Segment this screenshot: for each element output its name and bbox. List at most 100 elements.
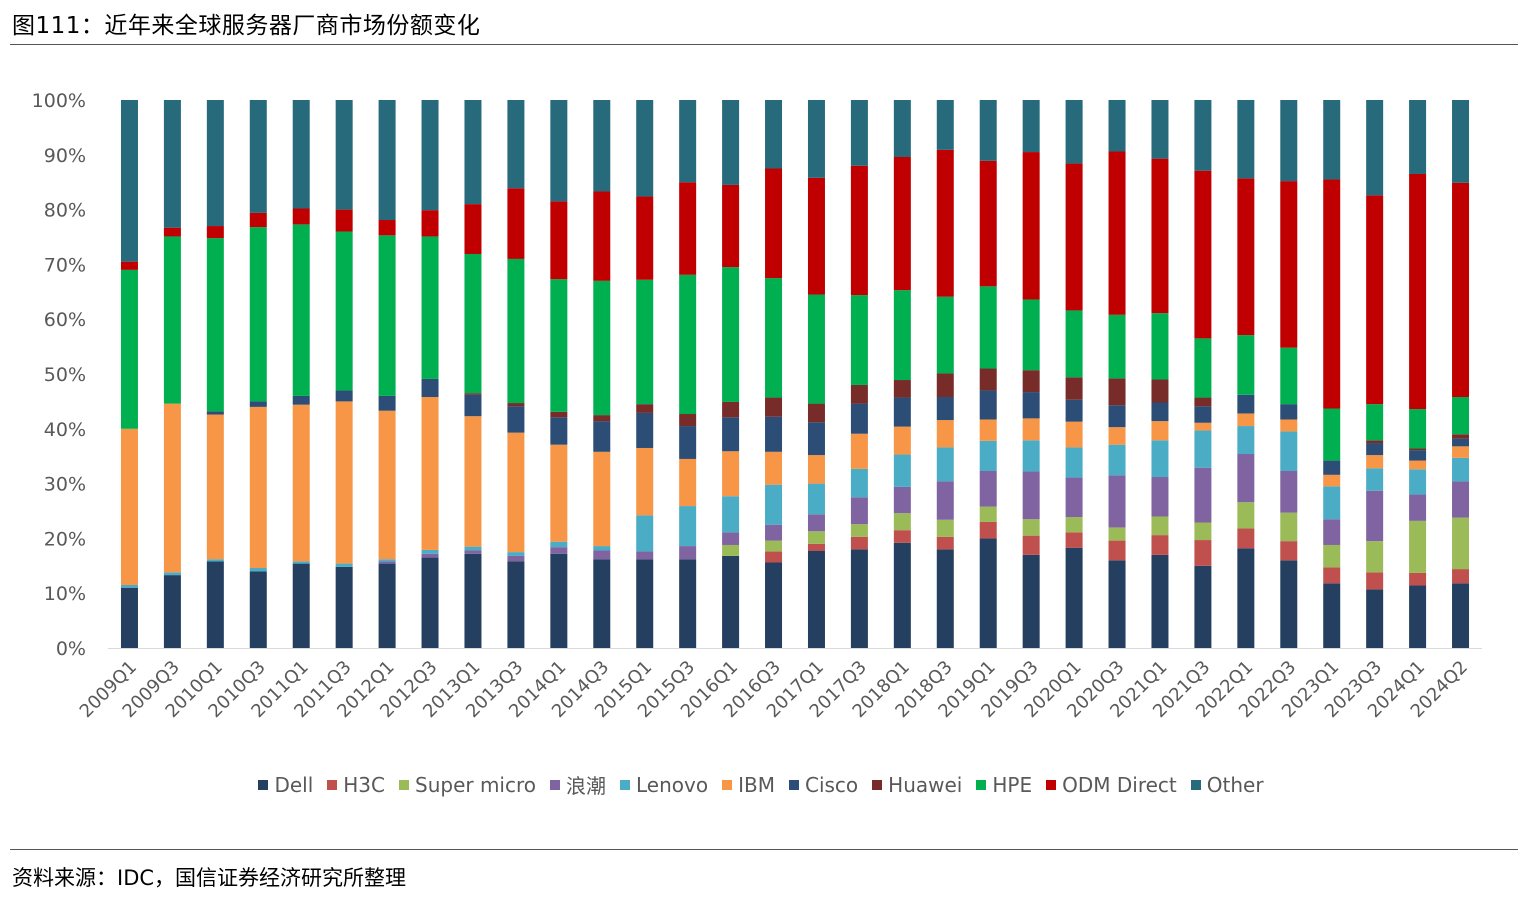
- y-tick-label: 10%: [44, 583, 86, 605]
- bar-segment-dell: [1280, 560, 1298, 648]
- bar-segment-other: [550, 100, 568, 202]
- bar-segment-lenovo: [292, 561, 310, 564]
- bar-segment-ibm: [936, 420, 954, 448]
- bar-segment-ibm: [1452, 446, 1470, 458]
- bar-segment-ibm: [1409, 460, 1427, 470]
- bar-segment-odm-direct: [1022, 152, 1040, 300]
- bar-segment-dell: [421, 557, 439, 648]
- bar-segment-other: [593, 100, 611, 192]
- bar-segment-super-micro: [1323, 544, 1341, 568]
- bar-segment-h3c: [893, 530, 911, 543]
- bar-segment-h3c: [1108, 540, 1126, 561]
- bar-segment-lenovo: [893, 454, 911, 487]
- bar-segment-浪潮: [1366, 490, 1384, 542]
- bar-segment-dell: [1323, 583, 1341, 648]
- bar-stack-2018Q1: [893, 100, 911, 648]
- bar-stack-2015Q1: [636, 100, 654, 648]
- bar-segment-other: [1108, 100, 1126, 152]
- bar-segment-lenovo: [378, 559, 396, 562]
- bar-segment-lenovo: [1065, 447, 1083, 478]
- bar-segment-huawei: [1366, 440, 1384, 444]
- bar-segment-h3c: [765, 551, 783, 563]
- bar-segment-lenovo: [335, 563, 353, 567]
- bar-segment-hpe: [1194, 338, 1212, 398]
- bar-segment-lenovo: [421, 549, 439, 554]
- legend-swatch: [872, 779, 883, 790]
- legend-swatch: [620, 779, 631, 790]
- legend-swatch: [399, 779, 409, 790]
- legend-swatch: [1190, 779, 1201, 790]
- legend-swatch: [976, 779, 987, 790]
- bar-segment-lenovo: [206, 559, 224, 562]
- bar-segment-super-micro: [765, 540, 783, 552]
- bar-segment-lenovo: [765, 484, 783, 525]
- bar-segment-ibm: [120, 428, 138, 585]
- bar-segment-super-micro: [1280, 512, 1298, 542]
- bar-segment-huawei: [679, 414, 697, 427]
- bar-segment-dell: [765, 562, 783, 648]
- bar-segment-ibm: [1022, 418, 1040, 441]
- bar-segment-other: [893, 100, 911, 157]
- bar-segment-cisco: [378, 395, 396, 411]
- bar-segment-cisco: [1452, 438, 1470, 447]
- bar-stack-2009Q1: [120, 100, 138, 648]
- bar-segment-huawei: [1065, 377, 1083, 400]
- bar-stack-2019Q1: [979, 100, 997, 648]
- bar-segment-h3c: [1151, 535, 1169, 555]
- bar-segment-odm-direct: [979, 160, 997, 287]
- bar-segment-浪潮: [464, 550, 482, 554]
- bar-segment-浪潮: [378, 561, 396, 564]
- bar-stack-2023Q3: [1366, 100, 1384, 648]
- bar-segment-super-micro: [1452, 517, 1470, 570]
- bar-stack-2021Q1: [1151, 100, 1169, 648]
- bar-segment-浪潮: [1065, 477, 1083, 518]
- bar-segment-lenovo: [1022, 440, 1040, 472]
- bar-segment-super-micro: [807, 531, 825, 544]
- bar-segment-hpe: [292, 224, 310, 396]
- bar-segment-super-micro: [1151, 516, 1169, 536]
- bar-segment-odm-direct: [421, 210, 439, 237]
- bar-segment-ibm: [1323, 474, 1341, 487]
- bar-segment-cisco: [1409, 450, 1427, 461]
- bar-segment-h3c: [1409, 572, 1427, 586]
- bar-segment-浪潮: [550, 547, 568, 554]
- bar-segment-hpe: [1280, 347, 1298, 405]
- bar-segment-dell: [850, 549, 868, 648]
- bar-segment-浪潮: [507, 555, 525, 562]
- stacked-bar-chart: 0%10%20%30%40%50%60%70%80%90%100% 2009Q1…: [31, 90, 1482, 723]
- bar-segment-浪潮: [1151, 477, 1169, 517]
- bar-segment-other: [1065, 100, 1083, 164]
- bar-segment-cisco: [421, 378, 439, 398]
- bar-segment-dell: [1022, 554, 1040, 648]
- bar-segment-odm-direct: [163, 227, 181, 237]
- bar-segment-dell: [507, 561, 525, 648]
- bar-segment-other: [1452, 100, 1470, 183]
- bar-segment-hpe: [893, 290, 911, 381]
- legend-swatch: [327, 779, 338, 790]
- bar-stack-2010Q3: [249, 100, 267, 648]
- legend-item: Other: [1190, 770, 1264, 799]
- bar-segment-dell: [1194, 565, 1212, 648]
- bar-segment-ibm: [1194, 422, 1212, 431]
- legend-label: Other: [1206, 772, 1264, 797]
- bar-segment-other: [292, 100, 310, 209]
- bar-segment-浪潮: [807, 514, 825, 532]
- bar-segment-cisco: [1022, 392, 1040, 419]
- bar-stack-2018Q3: [936, 100, 954, 648]
- bar-segment-super-micro: [1237, 502, 1255, 529]
- bar-segment-super-micro: [1366, 541, 1384, 573]
- bar-segment-odm-direct: [1280, 181, 1298, 348]
- bar-segment-浪潮: [1108, 475, 1126, 528]
- bar-segment-浪潮: [679, 546, 697, 560]
- bar-segment-cisco: [335, 390, 353, 402]
- bar-segment-hpe: [1065, 310, 1083, 378]
- bar-segment-odm-direct: [1065, 163, 1083, 311]
- bar-segment-ibm: [979, 419, 997, 441]
- bar-segment-huawei: [1022, 370, 1040, 393]
- bar-segment-h3c: [1065, 532, 1083, 548]
- bar-segment-other: [636, 100, 654, 197]
- bar-segment-super-micro: [1108, 527, 1126, 541]
- bar-segment-dell: [636, 559, 654, 648]
- bar-segment-cisco: [722, 417, 740, 452]
- bar-segment-ibm: [335, 401, 353, 564]
